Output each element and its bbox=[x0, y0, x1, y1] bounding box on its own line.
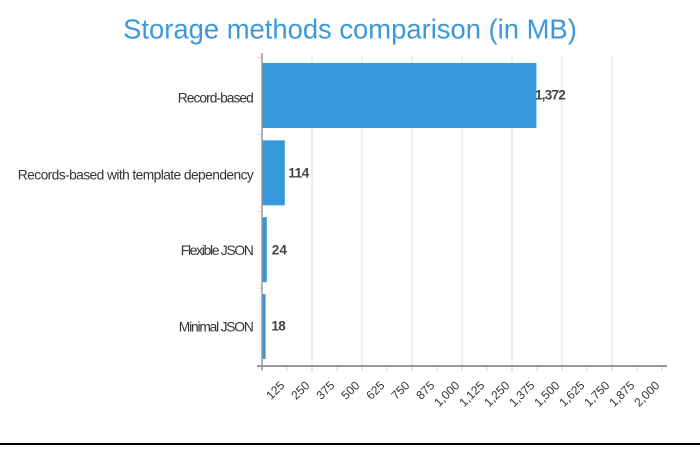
svg-text:Record-based: Record-based bbox=[178, 91, 254, 106]
svg-text:Minimal JSON: Minimal JSON bbox=[179, 319, 254, 334]
svg-text:Storage methods comparison (in: Storage methods comparison (in MB) bbox=[123, 14, 577, 45]
svg-text:18: 18 bbox=[271, 319, 286, 334]
svg-text:24: 24 bbox=[272, 243, 288, 258]
svg-text:Flexible JSON: Flexible JSON bbox=[181, 243, 254, 258]
svg-text:1,372: 1,372 bbox=[535, 88, 566, 103]
svg-text:114: 114 bbox=[288, 166, 309, 181]
svg-text:Records-based with template de: Records-based with template dependency bbox=[18, 167, 254, 182]
